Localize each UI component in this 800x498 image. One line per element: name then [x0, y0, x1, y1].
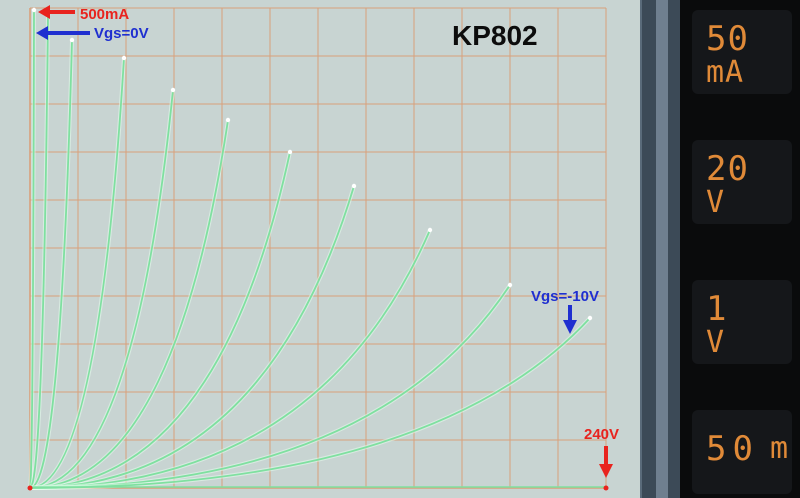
readout-unit: V: [706, 185, 726, 220]
blue-arrow-down-icon: [563, 305, 577, 334]
step-per-div-readout: 1 V: [692, 280, 792, 364]
trace-endpoint: [287, 149, 293, 155]
voltage-per-div-readout: 20 V: [692, 140, 792, 224]
oscilloscope-screen: KP802 500mA Vgs=0V Vgs=-10V 240V: [0, 0, 640, 498]
trace-curve: [29, 317, 591, 489]
readout-value: 50: [706, 19, 749, 59]
trace-curve: [29, 89, 174, 489]
trace-curve: [29, 119, 229, 489]
bezel-strip: [656, 0, 668, 498]
current-max-label: 500mA: [80, 6, 130, 23]
readout-value: 1: [706, 289, 728, 329]
trace-endpoint: [31, 7, 37, 13]
trace-curves: [28, 7, 606, 490]
trace-curve: [29, 229, 431, 489]
blue-arrow-left-icon: [36, 26, 90, 40]
red-arrow-down-icon: [599, 446, 613, 478]
readout-value: 20: [706, 149, 749, 189]
trace-endpoint: [351, 183, 357, 189]
trace-endpoint: [225, 117, 231, 123]
current-per-div-readout: 50 mA: [692, 10, 792, 94]
origin-marker: [27, 485, 33, 491]
curve-tracer-plot: [28, 7, 607, 490]
trace-endpoint: [69, 37, 75, 43]
readout-unit: mA: [706, 55, 745, 90]
trace-curve: [29, 9, 35, 489]
red-arrow-left-icon: [38, 5, 75, 19]
trace-endpoint: [170, 87, 176, 93]
settings-panel: 50 mA 20 V 1 V 50 m: [680, 0, 800, 498]
trace-curve: [29, 185, 355, 489]
resistance-readout: 50 m: [692, 410, 792, 494]
trace-curve: [29, 57, 125, 489]
voltage-max-marker: [603, 485, 609, 491]
trace-curve: [29, 151, 291, 489]
trace-curve: [29, 14, 49, 489]
trace-endpoint: [427, 227, 433, 233]
graticule: [29, 7, 607, 489]
plot-title: KP802: [452, 20, 538, 51]
annotation-arrows: [27, 5, 613, 491]
vgs-top-label: Vgs=0V: [94, 25, 149, 42]
vgs-bottom-label: Vgs=-10V: [531, 288, 599, 305]
trace-curve: [29, 39, 73, 489]
trace-endpoint: [587, 315, 593, 321]
voltage-max-label: 240V: [584, 426, 620, 443]
readout-unit: m: [770, 431, 790, 466]
readout-unit: V: [706, 325, 726, 360]
trace-endpoint: [507, 282, 513, 288]
trace-endpoint: [121, 55, 127, 61]
readout-value: 50: [706, 429, 759, 469]
